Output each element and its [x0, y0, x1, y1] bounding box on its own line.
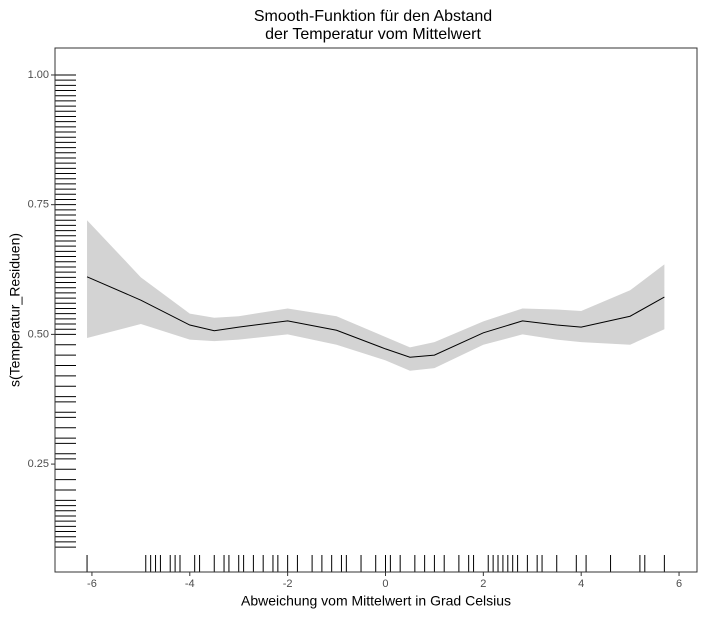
y-axis-label: s(Temperatur_Residuen) — [7, 233, 23, 387]
confidence-band — [87, 220, 665, 371]
panel-border — [54, 47, 698, 573]
x-tick-label: 6 — [676, 578, 682, 590]
y-tick-label: 1.00 — [28, 69, 49, 81]
x-tick-label: -4 — [185, 578, 195, 590]
x-axis-label: Abweichung vom Mittelwert in Grad Celsiu… — [241, 593, 511, 609]
x-tick-label: -2 — [283, 578, 293, 590]
y-tick-label: 0.25 — [28, 458, 49, 470]
y-tick-label: 0.50 — [28, 328, 49, 340]
chart-title: der Temperatur vom Mittelwert — [265, 26, 481, 43]
x-tick-label: 4 — [578, 578, 584, 590]
chart-title: Smooth-Funktion für den Abstand — [254, 8, 492, 25]
x-tick-label: 0 — [382, 578, 388, 590]
x-tick-label: 2 — [480, 578, 486, 590]
smooth-line — [86, 276, 665, 358]
x-tick-label: -6 — [87, 578, 97, 590]
y-tick-label: 0.75 — [28, 199, 49, 211]
